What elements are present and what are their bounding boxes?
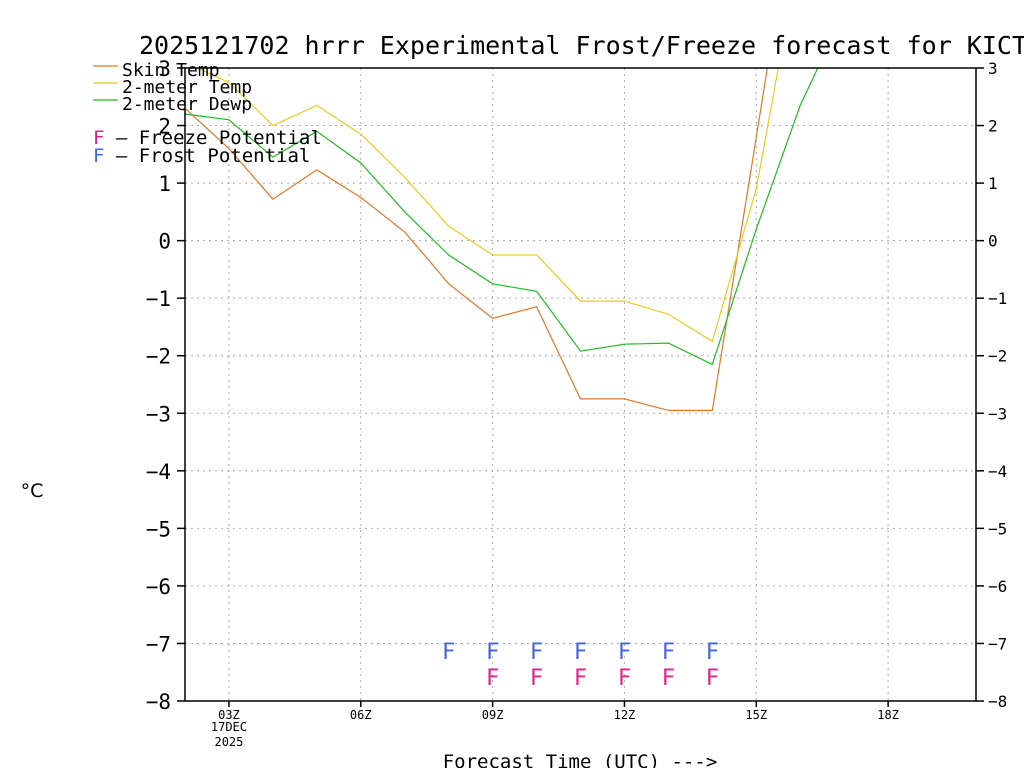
potential-legend-mark: F [93, 145, 104, 167]
frost-potential-mark: F [442, 640, 455, 665]
y-tick-label-right: −6 [988, 577, 1007, 596]
x-tick-label: 12Z [614, 708, 636, 722]
y-tick-label-left: −7 [146, 632, 171, 656]
potential-legend-text: – Freeze Potential [104, 127, 321, 149]
y-tick-label-right: −7 [988, 634, 1007, 653]
freeze-potential-mark: F [486, 666, 499, 691]
y-tick-label-left: −1 [146, 287, 171, 311]
y-tick-label-right: −4 [988, 462, 1007, 481]
series-line-skin-temp [185, 68, 768, 411]
y-tick-label-left: 2 [158, 115, 171, 139]
chart-title: 2025121702 hrrr Experimental Frost/Freez… [139, 31, 1024, 60]
legend-entry: 2-meter Temp [122, 77, 252, 98]
legend-entry: 2-meter Dewp [122, 94, 252, 115]
axes: −8 −8 −7 −7 −6 −6 −5 −5 −4 −4 −3 −3 −2 −2 −1 −1 0 0 1 1 2 2 3 3… [146, 57, 1008, 749]
potential-legend-entry: F – Frost Potential [93, 145, 310, 167]
freeze-potential-mark: F [574, 666, 587, 691]
frost-potential-mark: F [486, 640, 499, 665]
series-lines [185, 68, 819, 411]
y-tick-label-left: −6 [146, 575, 171, 599]
y-tick-label-right: −3 [988, 404, 1007, 423]
frost-potential-mark: F [618, 640, 631, 665]
freeze-potential-mark: F [706, 666, 719, 691]
potential-legend-text: – Frost Potential [104, 145, 310, 167]
y-tick-label-left: 3 [158, 57, 171, 81]
x-axis-label: Forecast Time (UTC) ---> [443, 751, 718, 768]
series-line-2-meter-dewp [185, 68, 819, 366]
y-tick-label-left: 0 [158, 230, 171, 254]
y-tick-label-left: 1 [158, 172, 171, 196]
y-tick-label-right: −2 [988, 347, 1007, 366]
legend-entry: Skin Temp [122, 60, 220, 81]
series-line-2-meter-temp [196, 68, 779, 343]
y-tick-label-right: 1 [988, 174, 998, 193]
potential-legend-entry: F – Freeze Potential [93, 127, 322, 149]
x-tick-date: 17DEC [211, 720, 247, 734]
freeze-potential-mark: F [530, 666, 543, 691]
frost-potential-mark: F [530, 640, 543, 665]
plot-frame [184, 67, 977, 702]
x-tick-year: 2025 [214, 735, 243, 749]
freeze-potential-mark: F [618, 666, 631, 691]
x-tick-label: 09Z [482, 708, 504, 722]
potential-marks: F F F F F F FF F F F F F [442, 640, 719, 691]
frost-potential-mark: F [662, 640, 675, 665]
freeze-potential-mark: F [662, 666, 675, 691]
x-tick-label: 18Z [877, 708, 899, 722]
frost-potential-mark: F [706, 640, 719, 665]
y-tick-label-left: −4 [146, 460, 171, 484]
y-tick-label-right: 3 [988, 59, 998, 78]
y-tick-label-right: −1 [988, 289, 1007, 308]
y-tick-label-right: 0 [988, 232, 998, 251]
y-tick-label-left: −5 [146, 517, 171, 541]
x-tick-label: 03Z [218, 708, 240, 722]
y-tick-label-left: −3 [146, 402, 171, 426]
y-tick-label-right: 2 [988, 117, 998, 136]
potential-legend-mark: F [93, 127, 104, 149]
y-axis-label: °C [21, 480, 44, 502]
x-tick-label: 15Z [745, 708, 767, 722]
y-tick-label-left: −8 [146, 690, 171, 714]
y-tick-label-right: −8 [988, 692, 1007, 711]
y-tick-label-right: −5 [988, 519, 1007, 538]
x-tick-label: 06Z [350, 708, 372, 722]
y-tick-label-left: −2 [146, 345, 171, 369]
frost-potential-mark: F [574, 640, 587, 665]
